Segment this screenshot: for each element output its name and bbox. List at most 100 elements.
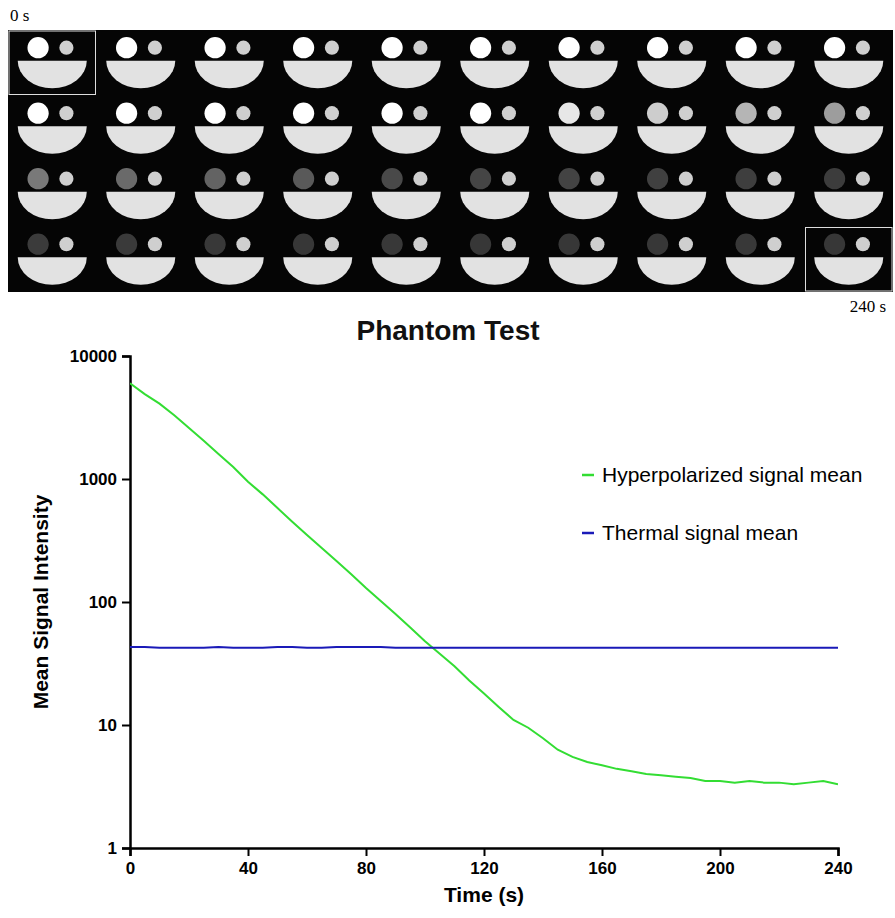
tick-label: 160 <box>588 859 616 878</box>
frame <box>18 234 87 285</box>
hyperpolarized-vial <box>27 168 48 189</box>
hyperpolarized-vial <box>647 234 668 255</box>
reference-vial <box>236 237 250 251</box>
thermal-phantom <box>549 61 618 89</box>
legend-label: Thermal signal mean <box>602 521 798 544</box>
frame <box>549 234 618 285</box>
tick-label: 10 <box>98 716 117 735</box>
tick: 80 <box>357 848 376 878</box>
hyperpolarized-vial <box>470 37 491 58</box>
thermal-phantom <box>637 61 706 89</box>
hyperpolarized-vial <box>293 168 314 189</box>
reference-vial <box>59 172 73 186</box>
frame <box>814 103 883 154</box>
frame <box>372 234 441 285</box>
axis-line <box>122 357 131 849</box>
reference-vial <box>679 172 693 186</box>
reference-vial <box>325 237 339 251</box>
thermal-phantom <box>549 257 618 285</box>
reference-vial <box>148 106 162 120</box>
thermal-phantom <box>460 257 529 285</box>
thermal-phantom <box>106 192 175 220</box>
tick-label: 0 <box>126 859 135 878</box>
tick-mark <box>720 848 722 856</box>
thermal-phantom <box>106 61 175 89</box>
reference-vial <box>856 106 870 120</box>
reference-vial <box>590 172 604 186</box>
frame <box>283 37 352 88</box>
reference-vial <box>502 237 516 251</box>
frame-highlight <box>9 31 96 95</box>
reference-vial <box>767 106 781 120</box>
frame <box>372 168 441 219</box>
reference-vial <box>236 106 250 120</box>
frame <box>726 168 795 219</box>
tick-mark <box>248 848 250 856</box>
series-line <box>130 383 838 784</box>
hyperpolarized-vial <box>470 234 491 255</box>
hyperpolarized-vial <box>824 234 845 255</box>
thermal-phantom <box>18 257 87 285</box>
plot-area <box>130 383 838 784</box>
thermal-phantom <box>460 192 529 220</box>
thermal-phantom <box>637 192 706 220</box>
hyperpolarized-vial <box>204 234 225 255</box>
hyperpolarized-vial <box>27 37 48 58</box>
reference-vial <box>59 106 73 120</box>
figure: 0 s240 sPhantom Test04080120160200240110… <box>0 0 895 918</box>
frame <box>106 103 175 154</box>
end-label: 240 s <box>850 297 886 316</box>
frame <box>460 234 529 285</box>
hyperpolarized-vial <box>116 37 137 58</box>
reference-vial <box>413 172 427 186</box>
reference-vial <box>679 41 693 55</box>
hyperpolarized-vial <box>381 37 402 58</box>
hyperpolarized-vial <box>27 234 48 255</box>
frame <box>283 168 352 219</box>
image-panel <box>8 30 893 292</box>
legend-label: Hyperpolarized signal mean <box>602 463 862 486</box>
thermal-phantom <box>814 257 883 285</box>
hyperpolarized-vial <box>735 37 756 58</box>
thermal-phantom <box>372 61 441 89</box>
hyperpolarized-vial <box>204 103 225 124</box>
frame <box>460 103 529 154</box>
reference-vial <box>413 237 427 251</box>
hyperpolarized-vial <box>735 168 756 189</box>
tick-label: 120 <box>470 859 498 878</box>
tick-label: 1 <box>108 839 117 858</box>
tick-label: 240 <box>824 859 852 878</box>
hyperpolarized-vial <box>647 37 668 58</box>
frame <box>726 103 795 154</box>
thermal-phantom <box>106 257 175 285</box>
thermal-phantom <box>549 192 618 220</box>
hyperpolarized-vial <box>381 168 402 189</box>
tick-mark <box>122 479 130 481</box>
frame <box>106 234 175 285</box>
frame <box>18 37 87 88</box>
frame <box>726 37 795 88</box>
reference-vial <box>502 41 516 55</box>
thermal-phantom <box>637 257 706 285</box>
chart-title: Phantom Test <box>356 315 539 346</box>
thermal-phantom <box>283 126 352 154</box>
reference-vial <box>325 41 339 55</box>
thermal-phantom <box>637 126 706 154</box>
frame <box>372 103 441 154</box>
thermal-phantom <box>283 192 352 220</box>
frame <box>283 234 352 285</box>
hyperpolarized-vial <box>381 234 402 255</box>
frame <box>549 168 618 219</box>
frame <box>195 103 264 154</box>
frame-highlight <box>806 228 893 292</box>
frame <box>18 168 87 219</box>
reference-vial <box>856 237 870 251</box>
reference-vial <box>325 172 339 186</box>
hyperpolarized-vial <box>735 103 756 124</box>
tick: 100 <box>89 593 130 612</box>
reference-vial <box>679 237 693 251</box>
thermal-phantom <box>726 126 795 154</box>
reference-vial <box>413 106 427 120</box>
reference-vial <box>767 41 781 55</box>
frame <box>195 37 264 88</box>
